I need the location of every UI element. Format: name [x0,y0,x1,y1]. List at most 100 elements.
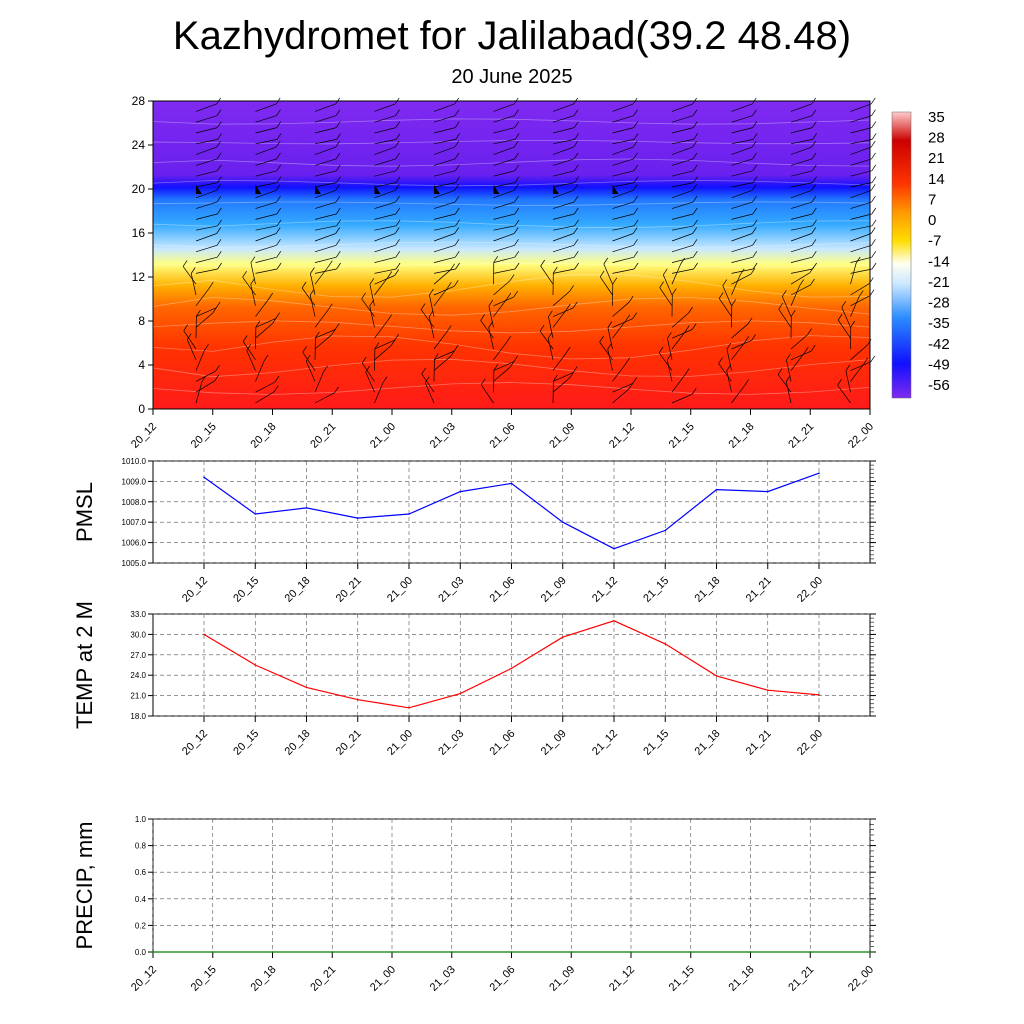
data-point [331,951,334,953]
data-point [408,707,410,709]
wind-barb-flag [514,251,520,258]
wind-barb [255,139,278,145]
wind-barb-flag [336,207,341,215]
data-point [203,476,205,479]
wind-barb-flag [693,133,698,140]
heatmap-y-tick-label: 8 [138,314,145,328]
wind-barb-pennant [315,185,321,194]
wind-barb [850,283,870,296]
wind-barb [488,305,494,328]
wind-barb-flag [369,278,375,285]
wind-barb-flag [612,277,618,284]
wind-barb [195,158,218,166]
wind-barb-flag [336,164,341,171]
y-tick-label: 24.0 [130,671,146,680]
wind-barb-flag [395,109,400,116]
wind-barb [480,320,494,339]
wind-barb-flag [752,207,758,215]
wind-barb [671,115,694,123]
wind-barb-pennant [434,185,440,194]
wind-barb [671,146,693,155]
wind-barb [195,182,218,188]
wind-barb [493,146,515,155]
data-point [562,636,564,638]
wind-barb [195,381,203,404]
wind-barb [552,139,575,145]
wind-barb [374,275,395,285]
wind-barb-flag [574,219,579,226]
data-point [562,521,564,523]
contour-line [152,179,871,187]
wind-barb [671,201,694,209]
data-point [271,951,274,953]
wind-barb-flag [569,285,574,292]
wind-barb-flag [488,321,493,328]
wind-barb [552,291,570,307]
wind-barb [607,349,613,371]
y-tick-label: 1010.0 [122,457,147,466]
wind-barb [850,213,872,220]
wind-barb-flag [395,195,400,203]
wind-barb-flag [726,364,731,371]
wind-barb [314,266,329,285]
wind-barb-flag [455,251,460,258]
x-tick-label: 21_03 [436,728,466,758]
wind-barb [612,268,635,274]
wind-barb [731,170,753,177]
colorbar-label: 0 [928,212,936,229]
wind-barb [374,345,392,361]
x-tick-label: 20_18 [283,575,313,605]
wind-barb-flag [204,344,209,351]
data-point [459,692,462,695]
wind-barb [786,359,792,382]
wind-barb [731,268,754,274]
wind-barb-flag [811,140,816,148]
wind-barb-flag [276,176,282,183]
wind-barb-flag [335,227,340,234]
wind-barb-flag [506,292,512,300]
x-tick-label: 20_21 [308,964,338,994]
wind-barb-flag [216,239,222,246]
wind-barb-flag [693,219,698,226]
cross-section-panel: 0 4 8 12 16 20 24 28 20_12 20_15 20_18 20_21 21_00 21… [129,94,877,451]
wind-barb [374,103,396,112]
wind-barb [195,189,217,199]
wind-barb [195,256,218,263]
wind-barb-flag [752,251,758,258]
wind-barb-flag [871,207,877,215]
wind-barb [195,268,218,274]
data-point [818,694,820,696]
wind-barb [850,189,872,199]
wind-barb [183,330,197,350]
wind-barb-flag [429,288,434,296]
heatmap-x-tick-label: 21_12 [607,421,637,451]
wind-barb [612,139,635,145]
data-point [357,517,359,519]
wind-barb [433,256,456,263]
wind-barb-flag [509,274,515,281]
heatmap-x-tick-label: 21_15 [667,421,697,451]
wind-barb [433,269,451,285]
y-tick-label: 0.4 [135,895,147,904]
y-tick-label: 1.0 [135,815,147,824]
wind-barb-flag [607,342,612,350]
wind-barb-flag [751,227,757,234]
wind-barb-flag [455,219,460,226]
wind-barb [493,366,511,382]
wind-barb-flag [845,364,851,371]
wind-barb [314,170,337,177]
wind-barb [671,393,693,404]
wind-barb-flag [553,374,558,382]
wind-barb-flag [633,251,639,258]
wind-barb [552,256,575,263]
wind-barb-flag [514,152,519,160]
wind-barb [314,244,337,253]
wind-barb-flag [310,267,315,274]
wind-barb-flag [454,184,459,191]
data-point [869,951,871,953]
y-tick-label: 1009.0 [122,477,147,486]
wind-barb [671,127,694,134]
wind-barb-flag [837,379,842,386]
y-tick-label: 27.0 [130,651,146,660]
data-point [510,482,513,485]
